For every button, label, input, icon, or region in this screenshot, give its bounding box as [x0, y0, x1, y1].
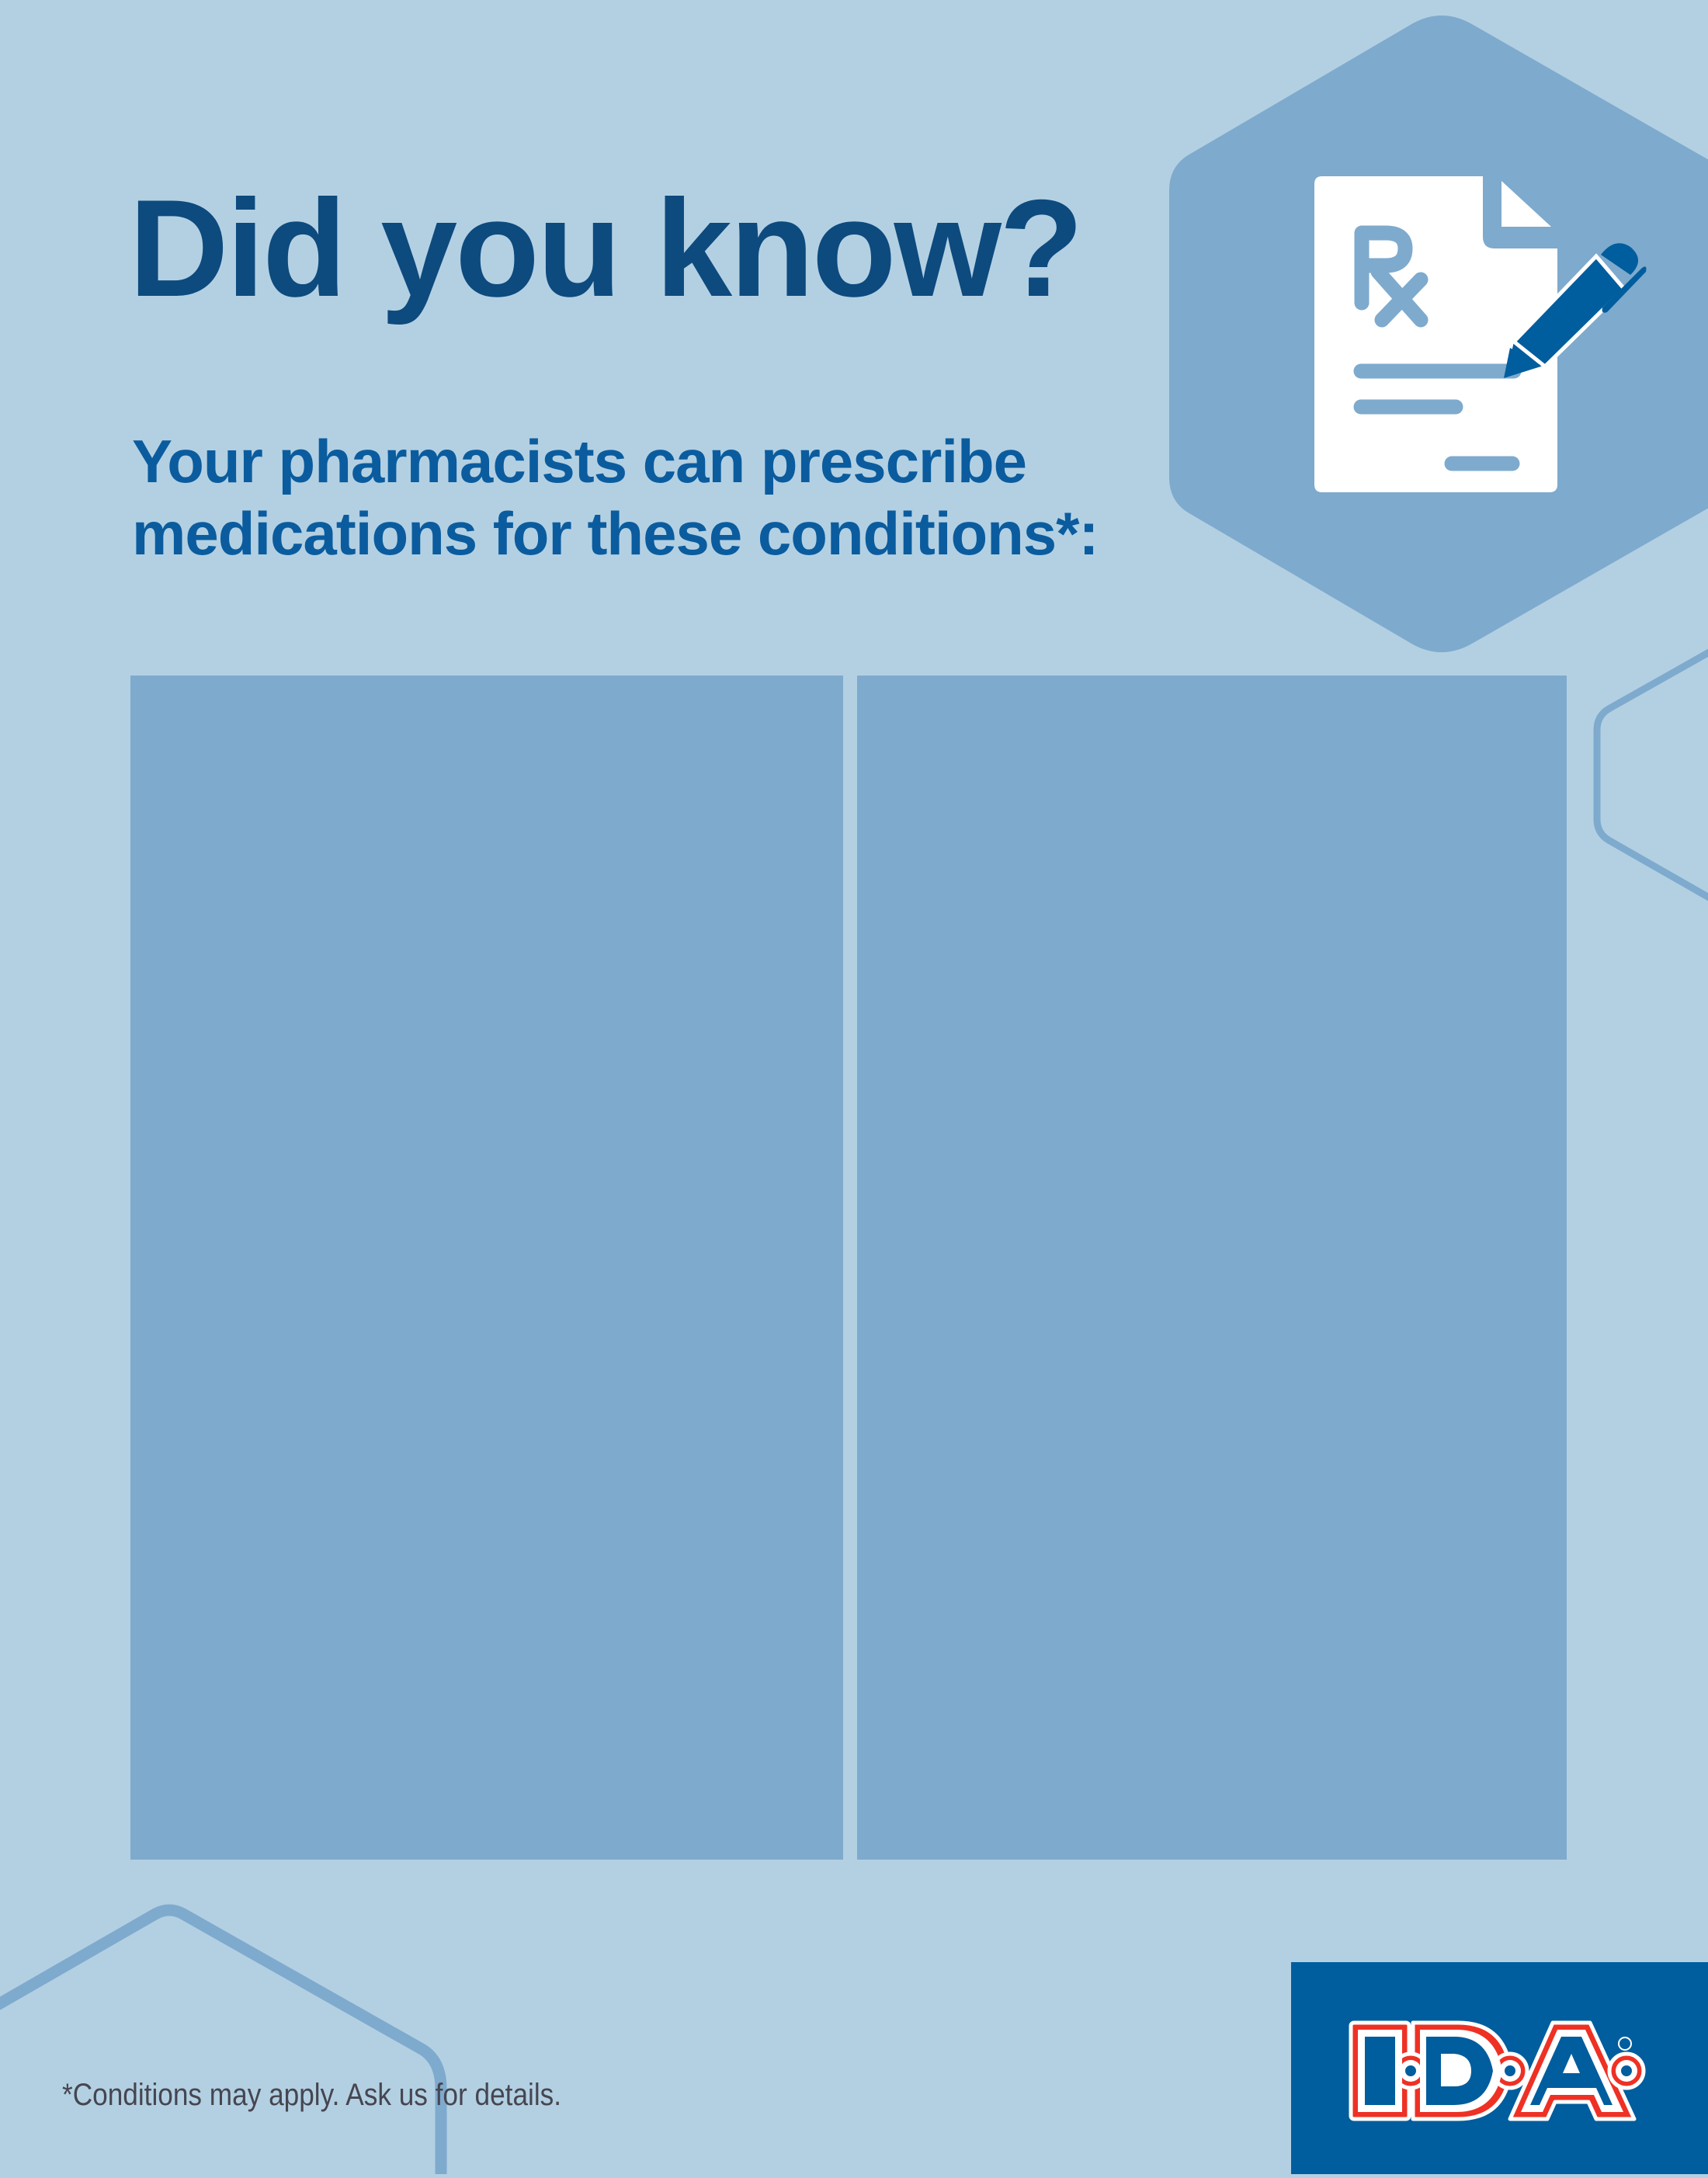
hexagon-outline-bottom-left — [0, 1904, 447, 2174]
prescription-document-pen-icon — [1314, 176, 1647, 492]
subtitle-line-1: Your pharmacists can prescribe — [132, 427, 1027, 495]
page-title: Did you know? — [129, 171, 1084, 325]
ida-logo — [1291, 1962, 1708, 2174]
conditions-panel-left — [130, 676, 843, 1860]
footnote: *Conditions may apply. Ask us for detail… — [62, 2078, 562, 2112]
conditions-panel-right — [857, 676, 1567, 1860]
ida-logo-mark — [1349, 2020, 1646, 2121]
hexagon-outline-right — [1593, 648, 1708, 901]
subtitle-line-2: medications for these conditions*: — [132, 499, 1099, 568]
page-subtitle: Your pharmacists can prescribe medicatio… — [132, 426, 1099, 570]
